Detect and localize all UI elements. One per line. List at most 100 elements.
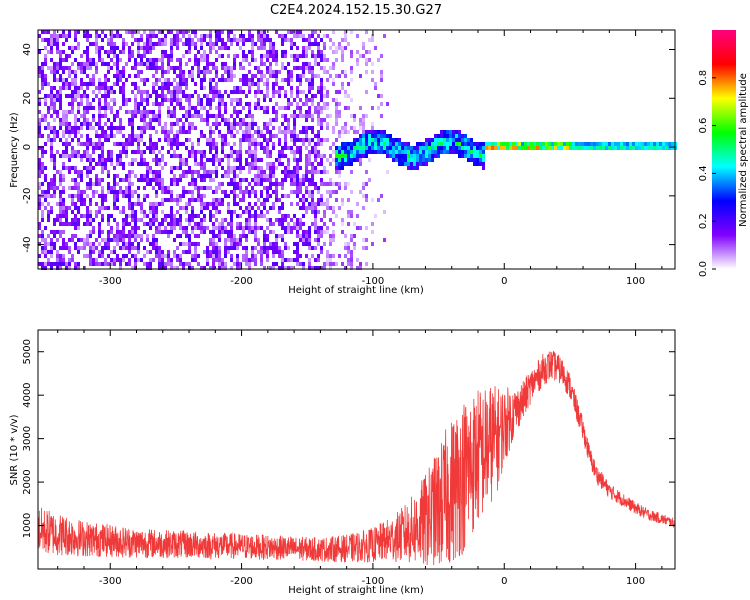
spectrogram-cell (302, 142, 305, 146)
spectrogram-cell (212, 246, 215, 250)
spectrogram-cell (71, 126, 74, 130)
spectrogram-cell (296, 162, 299, 166)
spectrogram-cell (308, 202, 311, 206)
spectrogram-cell (311, 126, 314, 130)
spectrogram-cell (56, 238, 59, 242)
spectrogram-cell (134, 246, 137, 250)
spectrogram-cell (251, 38, 254, 42)
spectrogram-cell (317, 254, 320, 258)
spectrogram-cell (179, 38, 182, 42)
spectrogram-cell (188, 38, 191, 42)
spectrogram-cell (128, 202, 131, 206)
spectrogram-cell (326, 182, 329, 186)
spectrogram-cell (407, 154, 410, 158)
spectrogram-cell (215, 90, 218, 94)
spectrogram-cell (269, 138, 272, 142)
spectrogram-cell (80, 178, 83, 182)
spectrogram-cell (281, 106, 284, 110)
spectrogram-cell (98, 114, 101, 118)
spectrogram-cell (251, 58, 254, 62)
spectrogram-cell (101, 46, 104, 50)
spectrogram-cell (614, 142, 617, 146)
spectrogram-cell (140, 174, 143, 178)
spectrogram-cell (170, 98, 173, 102)
spectrogram-cell (242, 130, 245, 134)
spectrogram-cell (599, 146, 602, 150)
spectrogram-cell (203, 74, 206, 78)
spectrogram-cell (107, 182, 110, 186)
spectrogram-cell (236, 194, 239, 198)
spectrogram-cell (179, 254, 182, 258)
colorbar-label: Normalized spectral amplitude (738, 73, 749, 227)
spectrogram-cell (170, 126, 173, 130)
spectrogram-cell (53, 98, 56, 102)
spectrogram-cell (56, 94, 59, 98)
spectrogram-cell (155, 250, 158, 254)
spectrogram-cell (227, 154, 230, 158)
spectrogram-cell (173, 70, 176, 74)
spectrogram-cell (320, 158, 323, 162)
spectrogram-cell (128, 238, 131, 242)
spectrogram-cell (62, 242, 65, 246)
spectrogram-cell (344, 126, 347, 130)
spectrogram-cell (38, 34, 41, 38)
spectrogram-cell (170, 230, 173, 234)
spectrogram-cell (464, 146, 467, 150)
spectrogram-cell (164, 190, 167, 194)
spectrogram-cell (242, 178, 245, 182)
spectrogram-cell (227, 246, 230, 250)
spectrogram-cell (185, 210, 188, 214)
spectrogram-cell (140, 94, 143, 98)
spectrogram-cell (134, 138, 137, 142)
spectrogram-cell (407, 142, 410, 146)
spectrogram-cell (386, 102, 389, 106)
spectrogram-cell (320, 58, 323, 62)
spectrogram-cell (356, 214, 359, 218)
spectrogram-cell (134, 58, 137, 62)
spectrogram-cell (167, 250, 170, 254)
spectrogram-cell (233, 242, 236, 246)
spectrogram-cell (554, 146, 557, 150)
spectrogram-cell (62, 174, 65, 178)
spectrogram-cell (272, 174, 275, 178)
spectrogram-cell (47, 234, 50, 238)
spectrogram-cell (308, 86, 311, 90)
spectrogram-cell (41, 154, 44, 158)
spectrogram-cell (185, 78, 188, 82)
spectrogram-cell (185, 226, 188, 230)
spectrogram-cell (302, 174, 305, 178)
spectrogram-cell (344, 182, 347, 186)
spectrogram-cell (185, 158, 188, 162)
spectrogram-cell (65, 118, 68, 122)
spectrogram-cell (332, 130, 335, 134)
spectrogram-cell (107, 86, 110, 90)
spectrogram-cell (350, 98, 353, 102)
spectrogram-cell (251, 166, 254, 170)
spectrogram-cell (284, 142, 287, 146)
spectrogram-cell (254, 42, 257, 46)
spectrogram-cell (314, 134, 317, 138)
spectrogram-cell (143, 214, 146, 218)
spectrogram-cell (287, 162, 290, 166)
spectrogram-cell (77, 154, 80, 158)
spectrogram-cell (395, 138, 398, 142)
spectrogram-cell (272, 250, 275, 254)
spectrogram-cell (59, 214, 62, 218)
spectrogram-cell (482, 162, 485, 166)
spectrogram-cell (626, 146, 629, 150)
spectrogram-cell (239, 190, 242, 194)
spectrogram-cell (668, 142, 671, 146)
spectrogram-cell (143, 114, 146, 118)
spectrogram-cell (254, 162, 257, 166)
spectrogram-cell (224, 66, 227, 70)
spectrogram-cell (101, 166, 104, 170)
spectrogram-cell (218, 106, 221, 110)
spectrogram-cell (311, 70, 314, 74)
spectrogram-cell (284, 130, 287, 134)
spectrogram-cell (425, 146, 428, 150)
spectrogram-cell (332, 150, 335, 154)
spectrogram-cell (86, 158, 89, 162)
spectrogram-cell (233, 34, 236, 38)
spectrogram-cell (272, 50, 275, 54)
spectrogram-cell (89, 78, 92, 82)
